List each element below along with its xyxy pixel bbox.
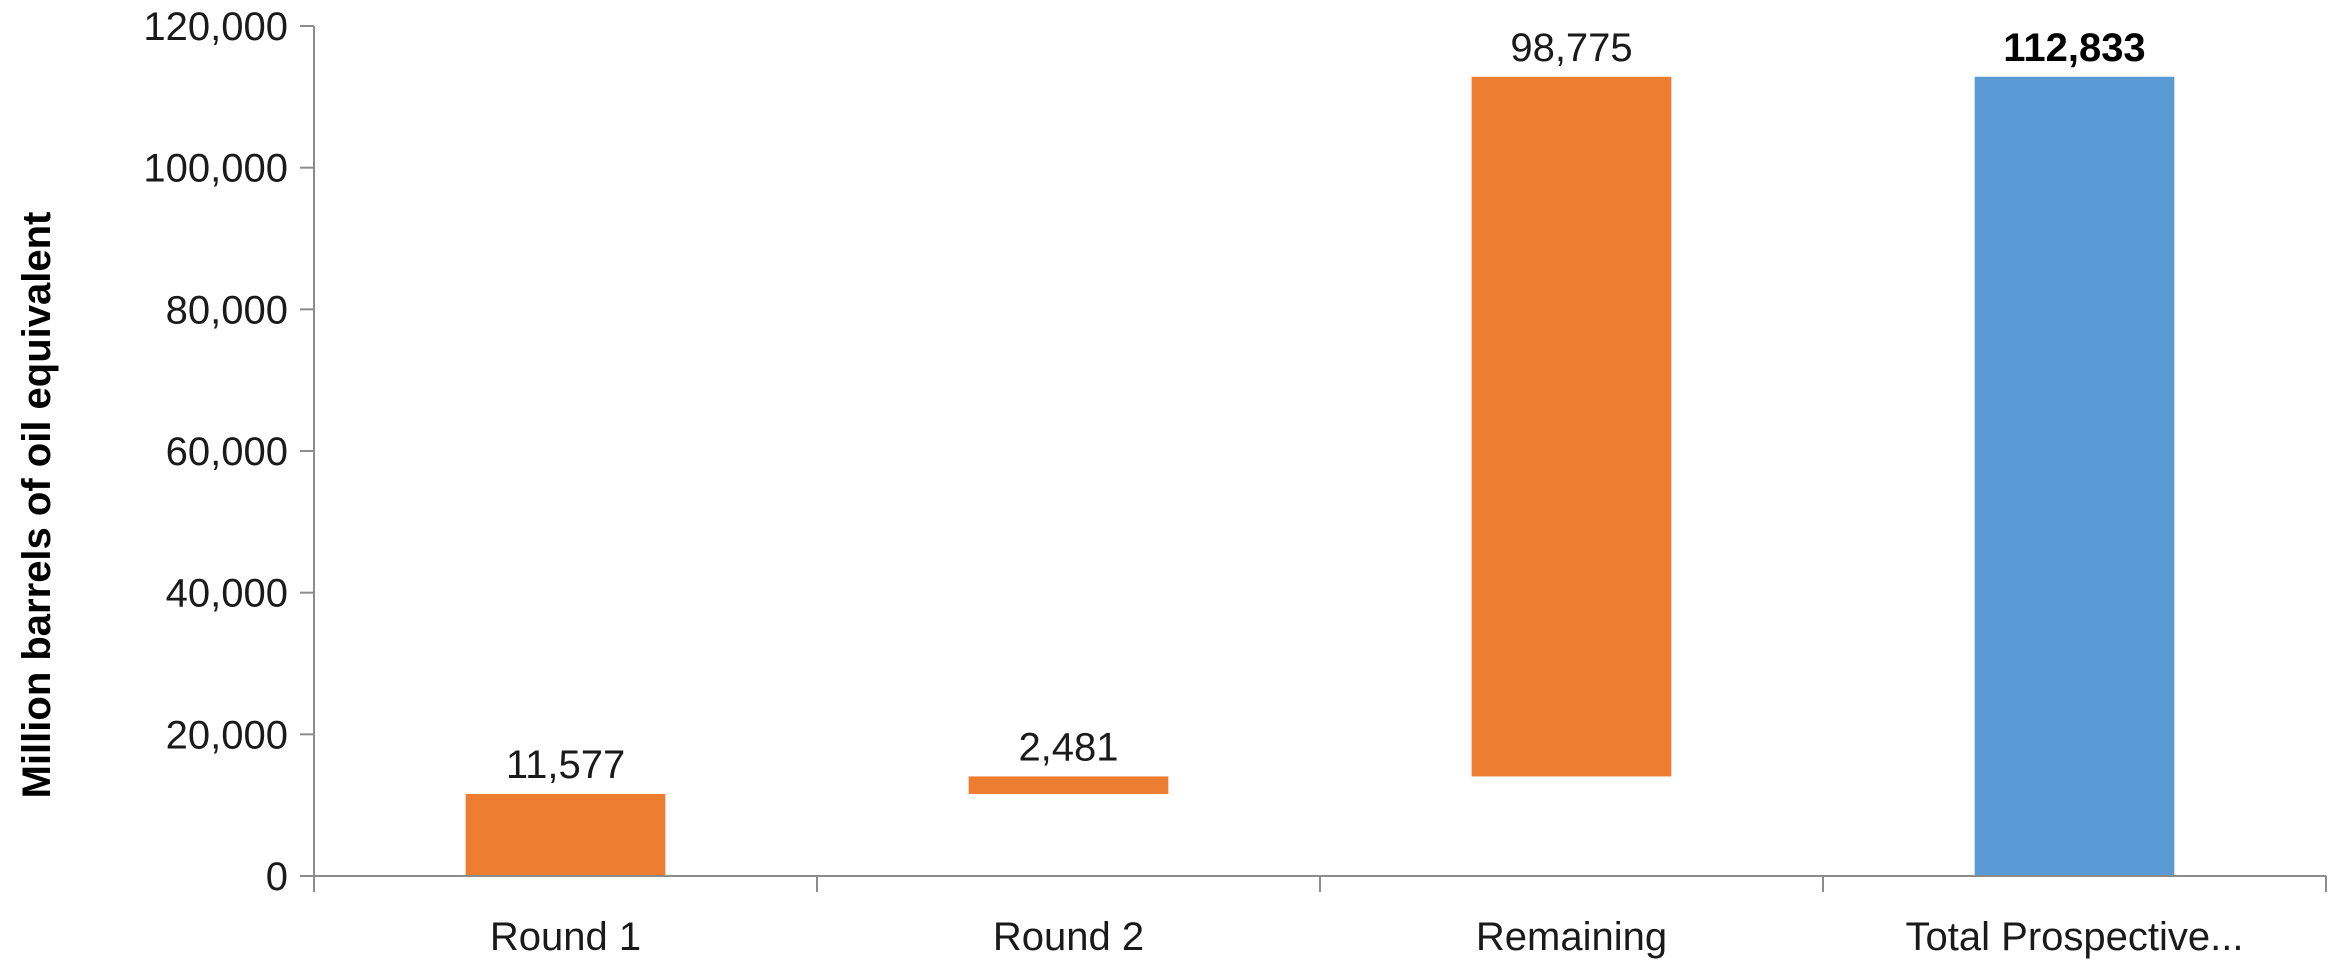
x-category-label: Round 2 [993, 915, 1144, 959]
bar [1974, 76, 2175, 877]
data-labels-group: 11,577 2,481 98,775 112,833 [506, 26, 2146, 787]
x-axis: Round 1 Round 2 Remaining Total Prospective… [313, 26, 2327, 959]
data-label: 2,481 [1018, 725, 1118, 769]
y-tick-label: 100,000 [143, 147, 288, 191]
x-category-label: Remaining [1476, 915, 1667, 959]
bar [968, 776, 1169, 794]
x-category-label: Round 1 [490, 915, 641, 959]
bar [1471, 76, 1672, 777]
x-category-label: Total Prospective... [1906, 915, 2244, 959]
y-tick-label: 0 [266, 855, 288, 899]
y-axis-ticks: 0 20,000 40,000 60,000 80,000 100,000 120,000 [143, 5, 314, 899]
y-tick-label: 120,000 [143, 5, 288, 49]
data-label: 11,577 [506, 743, 625, 787]
y-axis-title: Million barrels of oil equivalent [15, 212, 59, 799]
y-tick-label: 80,000 [166, 288, 288, 332]
y-tick-label: 60,000 [166, 430, 288, 474]
data-label: 98,775 [1510, 26, 1632, 70]
data-label: 112,833 [2003, 26, 2145, 70]
bar [465, 793, 666, 876]
bars-group [465, 76, 2175, 877]
y-tick-label: 20,000 [166, 713, 288, 757]
y-tick-label: 40,000 [166, 572, 288, 616]
